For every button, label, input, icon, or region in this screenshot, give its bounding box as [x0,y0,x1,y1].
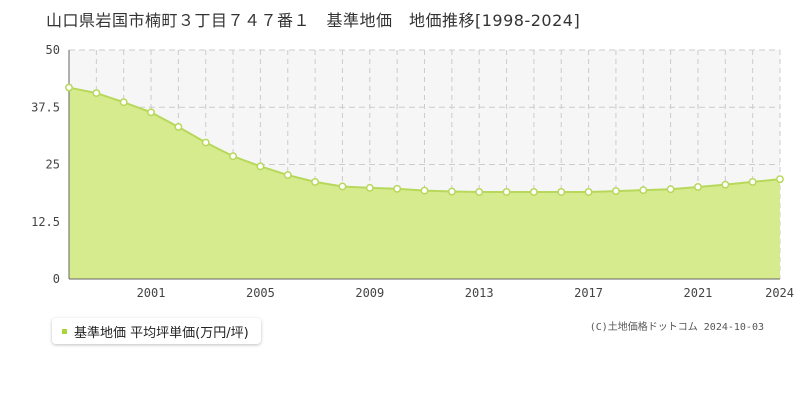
data-point [557,188,566,196]
series-area [69,87,780,279]
data-point [338,182,347,191]
data-point [447,187,456,196]
data-point [229,152,238,161]
data-point [611,187,620,196]
data-point [529,188,538,196]
y-tick-label: 0 [53,272,60,286]
legend-marker-icon [62,328,67,334]
data-point [311,177,320,186]
legend-label: 基準地価 平均坪単価(万円/坪) [74,325,249,341]
data-point [666,185,675,194]
y-tick-label: 50 [46,43,60,57]
data-point [119,98,128,107]
data-point [393,184,402,193]
x-tick-label: 2005 [246,286,275,300]
chart-title: 山口県岩国市楠町３丁目７４７番１ 基準地価 地価推移[1998-2024] [46,11,580,30]
x-tick-label: 2024 [765,286,794,300]
data-point [748,177,757,186]
data-point [201,138,210,147]
data-point [92,89,101,98]
y-tick-label: 12.5 [31,215,60,229]
y-tick-label: 25 [46,158,60,172]
x-tick-label: 2001 [137,286,166,300]
data-point [283,171,292,179]
plot-area: 0 12.5 25 37.5 50 2001 2005 2009 2013 2017 2021 202… [31,43,794,300]
data-point [174,122,183,131]
x-tick-label: 2021 [684,286,713,300]
data-point [65,83,73,92]
x-tick-label: 2009 [355,286,384,300]
data-point [365,183,374,192]
data-point [420,186,429,195]
data-point [639,186,648,195]
data-point [694,182,702,191]
x-tick-label: 2017 [574,286,603,300]
data-point [256,162,265,171]
copyright-text: (C)土地価格ドットコム 2024-10-03 [590,320,764,333]
data-point [147,108,155,117]
legend: 基準地価 平均坪単価(万円/坪) [52,318,261,344]
y-tick-label: 37.5 [31,100,60,114]
data-point [721,180,730,189]
data-point [475,188,484,196]
x-tick-label: 2013 [465,286,494,300]
data-point [776,175,784,184]
data-point [502,188,511,196]
data-point [584,188,593,196]
